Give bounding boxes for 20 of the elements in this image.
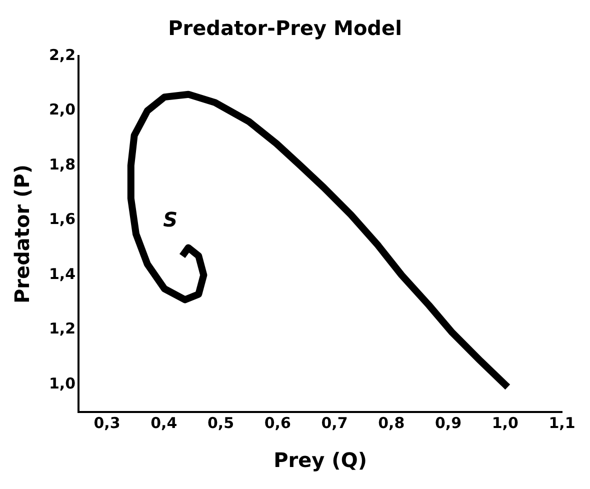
annotation: S	[163, 207, 178, 232]
chart-title: Predator-Prey Model	[168, 16, 402, 40]
x-tick-label: 0,4	[150, 414, 178, 432]
y-axis-title: Predator (P)	[10, 164, 34, 304]
y-tick-label: 1,2	[48, 320, 76, 338]
x-tick-label: 0,7	[321, 414, 348, 432]
x-tick-label: 0,9	[434, 414, 462, 432]
x-tick-label: 0,3	[94, 414, 120, 432]
y-tick-label: 2,2	[48, 46, 76, 64]
y-tick-label: 1,6	[48, 210, 76, 228]
y-tick-label: 1,0	[48, 374, 76, 393]
x-tick-label: 1,1	[548, 414, 576, 432]
x-tick-label: 0,6	[264, 414, 291, 432]
x-tick-label: 0,8	[378, 414, 405, 432]
y-tick-label: 2,0	[48, 100, 76, 119]
x-tick-label: 0,5	[207, 414, 234, 432]
y-tick-label: 1,4	[48, 264, 76, 283]
x-tick-label: 1,0	[492, 414, 518, 432]
y-tick-label: 1,8	[48, 155, 76, 174]
x-axis-title: Prey (Q)	[274, 448, 367, 472]
